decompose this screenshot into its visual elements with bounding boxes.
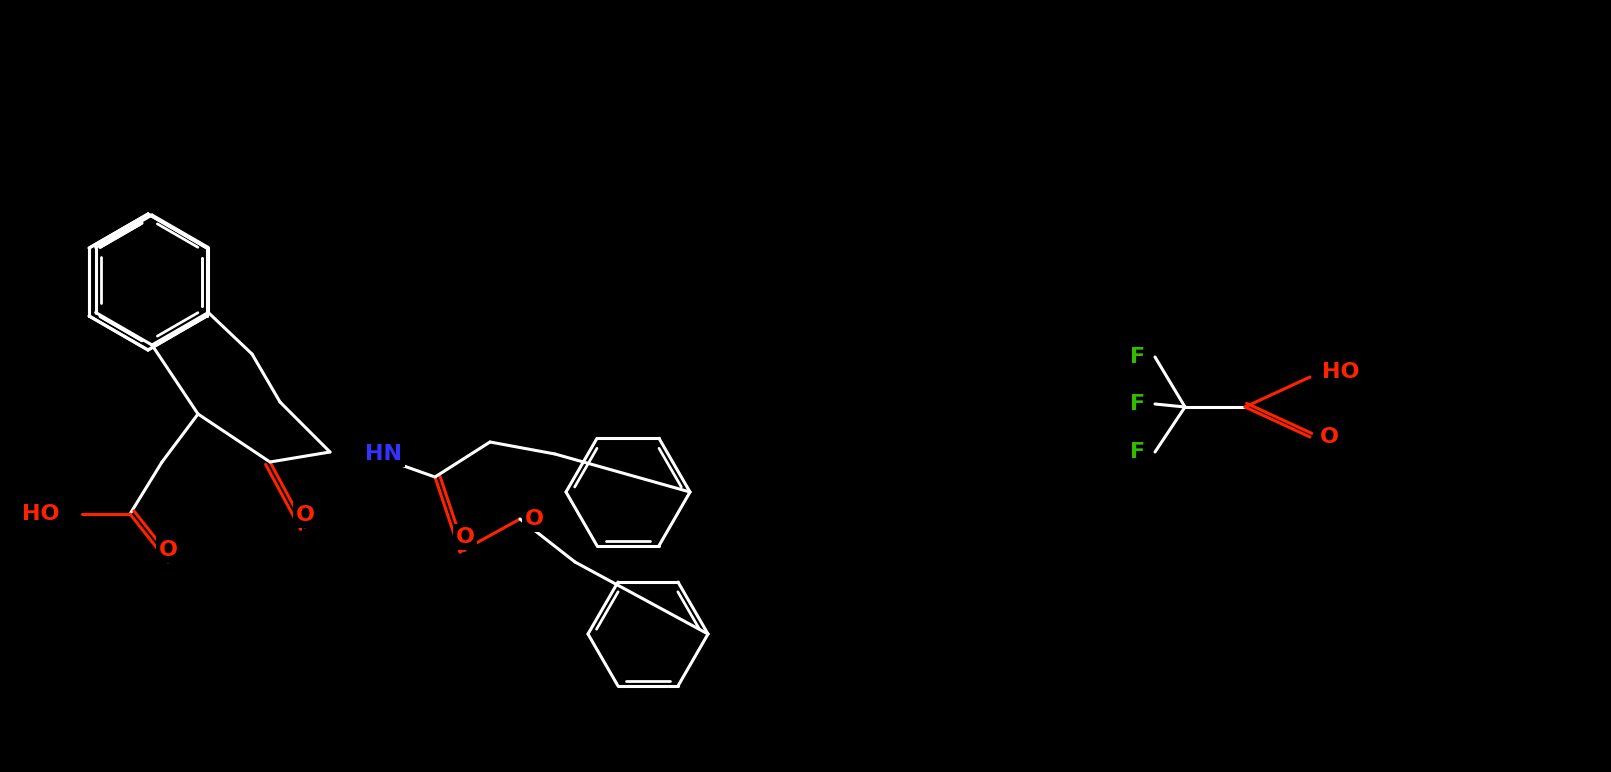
Text: O: O xyxy=(158,540,177,560)
Text: HN: HN xyxy=(366,444,403,464)
Text: O: O xyxy=(1319,427,1339,447)
Text: O: O xyxy=(456,527,475,547)
Text: O: O xyxy=(525,509,545,529)
Text: O: O xyxy=(295,505,314,525)
Text: HO: HO xyxy=(23,504,60,524)
Text: F: F xyxy=(1129,394,1145,414)
Text: F: F xyxy=(1129,442,1145,462)
Text: HO: HO xyxy=(1323,362,1360,382)
Text: F: F xyxy=(1129,347,1145,367)
